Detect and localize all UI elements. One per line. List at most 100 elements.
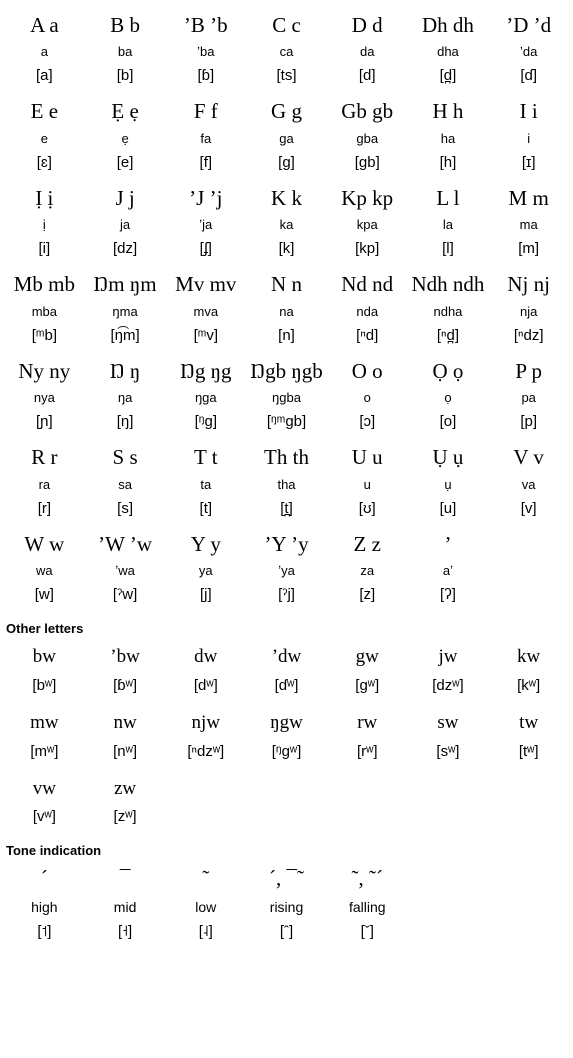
other-letter: dw — [165, 640, 246, 673]
other-ipa — [165, 804, 246, 837]
alphabet-name: u — [327, 474, 408, 496]
other-ipa: [sʷ] — [408, 739, 489, 772]
other-letter: njw — [165, 706, 246, 739]
alphabet-letter: Ŋ ŋ — [85, 356, 166, 387]
alphabet-name: ŋgba — [246, 387, 327, 409]
other-ipa — [488, 804, 569, 837]
alphabet-ipa: [h] — [408, 150, 489, 183]
alphabet-ipa: [v] — [488, 496, 569, 529]
other-ipa: [ɓʷ] — [85, 673, 166, 706]
alphabet-name: i — [488, 128, 569, 150]
tone-mark: ˜, ˜´ — [327, 862, 408, 895]
alphabet-letter: V v — [488, 442, 569, 473]
alphabet-letter: Ŋg ŋg — [165, 356, 246, 387]
alphabet-ipa: [a] — [4, 63, 85, 96]
tone-mark: ¯ — [85, 862, 166, 895]
other-letter: jw — [408, 640, 489, 673]
alphabet-letter: Dh dh — [408, 10, 489, 41]
other-letter: ʼbw — [85, 640, 166, 673]
tone-label — [408, 896, 489, 920]
alphabet-ipa: [g] — [246, 150, 327, 183]
other-ipa: [ᵑgʷ] — [246, 739, 327, 772]
tone-title: Tone indication — [4, 837, 569, 862]
other-letter — [327, 772, 408, 805]
alphabet-letter: W w — [4, 529, 85, 560]
alphabet-name: ị — [4, 214, 85, 236]
alphabet-ipa: [l] — [408, 236, 489, 269]
alphabet-letter: Ẹ ẹ — [85, 96, 166, 127]
alphabet-name: ẹ — [85, 128, 166, 150]
alphabet-letter: O o — [327, 356, 408, 387]
tone-mark: ´, ¯˜ — [246, 862, 327, 895]
alphabet-letter: G g — [246, 96, 327, 127]
alphabet-ipa: [b] — [85, 63, 166, 96]
alphabet-ipa: [i] — [4, 236, 85, 269]
alphabet-ipa: [ɲ] — [4, 409, 85, 442]
alphabet-letter: F f — [165, 96, 246, 127]
alphabet-ipa: [m] — [488, 236, 569, 269]
alphabet-letter: K k — [246, 183, 327, 214]
alphabet-letter: Nd nd — [327, 269, 408, 300]
alphabet-letter: Mb mb — [4, 269, 85, 300]
alphabet-ipa: [w] — [4, 582, 85, 615]
alphabet-name: la — [408, 214, 489, 236]
alphabet-ipa: [t̪] — [246, 496, 327, 529]
alphabet-name: ndha — [408, 301, 489, 323]
other-ipa — [408, 804, 489, 837]
alphabet-letter: Z z — [327, 529, 408, 560]
alphabet-ipa: [s] — [85, 496, 166, 529]
alphabet-name: sa — [85, 474, 166, 496]
alphabet-name: ka — [246, 214, 327, 236]
alphabet-letter: ʼ — [408, 529, 489, 560]
alphabet-letter: Ụ ụ — [408, 442, 489, 473]
other-ipa: [gʷ] — [327, 673, 408, 706]
alphabet-ipa: [ŋ] — [85, 409, 166, 442]
other-ipa: [rʷ] — [327, 739, 408, 772]
tone-label: falling — [327, 896, 408, 920]
alphabet-name: ŋga — [165, 387, 246, 409]
alphabet-letter: Mv mv — [165, 269, 246, 300]
alphabet-name: fa — [165, 128, 246, 150]
alphabet-name: nda — [327, 301, 408, 323]
alphabet-ipa: [t] — [165, 496, 246, 529]
other-letter: sw — [408, 706, 489, 739]
tone-mark: ˜ — [165, 862, 246, 895]
alphabet-name: aʼ — [408, 560, 489, 582]
alphabet-ipa: [ɔ] — [327, 409, 408, 442]
alphabet-ipa: [ⁿd̪] — [408, 323, 489, 356]
alphabet-ipa: [ɗ] — [488, 63, 569, 96]
other-letter: zw — [85, 772, 166, 805]
alphabet-name: ụ — [408, 474, 489, 496]
alphabet-name: nja — [488, 301, 569, 323]
alphabet-name: kpa — [327, 214, 408, 236]
alphabet-ipa: [ŋ͡m] — [85, 323, 166, 356]
alphabet-name — [488, 560, 569, 582]
tone-mark: ´ — [4, 862, 85, 895]
alphabet-ipa: [n] — [246, 323, 327, 356]
other-letters-grid: bwʼbwdwʼdwgwjwkw[bʷ][ɓʷ][dʷ][ɗʷ][gʷ][dzʷ… — [4, 640, 569, 837]
alphabet-name: ma — [488, 214, 569, 236]
alphabet-letter: ʼD ʼd — [488, 10, 569, 41]
other-letter — [408, 772, 489, 805]
other-letter: vw — [4, 772, 85, 805]
alphabet-ipa: [e] — [85, 150, 166, 183]
tone-label: high — [4, 896, 85, 920]
alphabet-letter: ʼY ʼy — [246, 529, 327, 560]
alphabet-ipa: [ʊ] — [327, 496, 408, 529]
alphabet-name: ja — [85, 214, 166, 236]
alphabet-ipa: [ⁿdz] — [488, 323, 569, 356]
other-letters-title: Other letters — [4, 615, 569, 640]
other-letter: nw — [85, 706, 166, 739]
tone-ipa: [˧] — [85, 919, 166, 944]
tone-label: mid — [85, 896, 166, 920]
other-ipa — [246, 804, 327, 837]
alphabet-name: ha — [408, 128, 489, 150]
tone-ipa: [ˆ] — [246, 919, 327, 944]
alphabet-ipa: [ʔ] — [408, 582, 489, 615]
alphabet-letter: U u — [327, 442, 408, 473]
alphabet-ipa — [488, 582, 569, 615]
alphabet-ipa: [ɛ] — [4, 150, 85, 183]
alphabet-ipa: [f] — [165, 150, 246, 183]
alphabet-name: ta — [165, 474, 246, 496]
alphabet-letter: N n — [246, 269, 327, 300]
